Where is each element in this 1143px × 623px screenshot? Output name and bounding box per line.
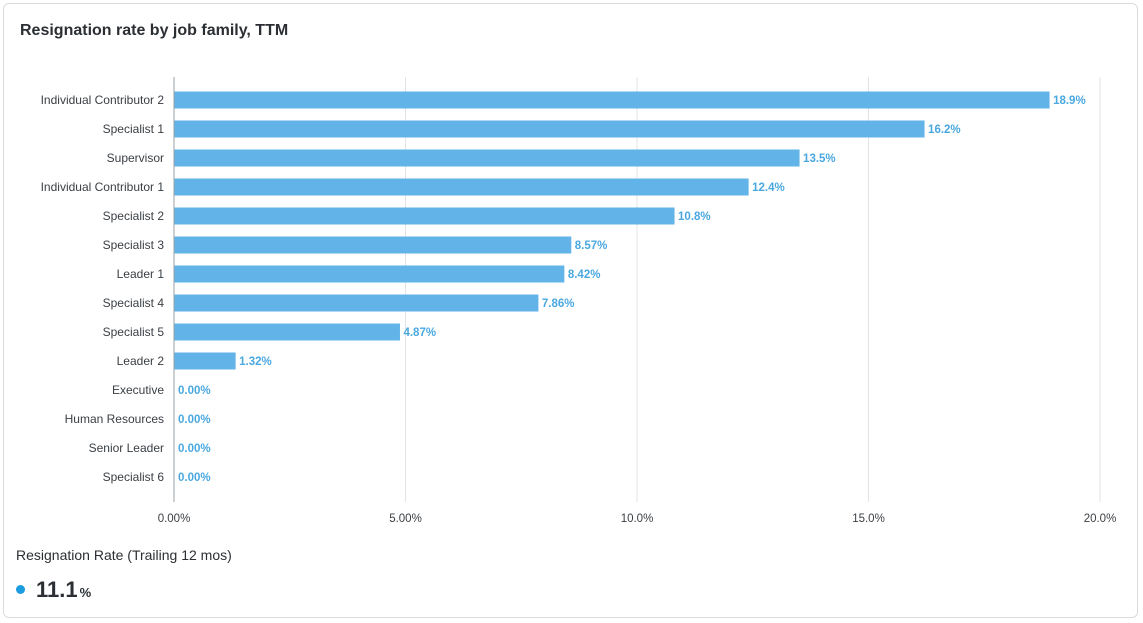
- bar: [174, 352, 236, 370]
- x-tick-label: 0.00%: [158, 513, 191, 525]
- category-label: Supervisor: [107, 151, 164, 165]
- bar-chart: 0.00% 5.00% 10.0% 15.0% 20.0% Individual Cont…: [41, 77, 1117, 525]
- category-label: Specialist 4: [103, 296, 165, 310]
- category-label: Individual Contributor 2: [41, 93, 165, 107]
- bar: [174, 149, 800, 167]
- data-label: 0.00%: [178, 414, 211, 426]
- data-label: 16.2%: [928, 124, 961, 136]
- summary-metric: 11.1 %: [16, 577, 91, 603]
- bar: [174, 207, 675, 225]
- bar: [174, 91, 1050, 109]
- data-label: 10.8%: [678, 211, 711, 223]
- category-label: Leader 1: [117, 267, 165, 281]
- x-tick-label: 15.0%: [852, 513, 885, 525]
- summary-unit: %: [79, 585, 92, 600]
- bar: [174, 323, 400, 341]
- category-label: Specialist 6: [103, 470, 165, 484]
- x-tick-label: 5.00%: [389, 513, 422, 525]
- data-label: 0.00%: [178, 472, 211, 484]
- data-label: 7.86%: [542, 298, 575, 310]
- bar: [174, 265, 565, 283]
- data-label: 1.32%: [239, 356, 272, 368]
- data-label: 13.5%: [803, 153, 836, 165]
- bar: [174, 294, 539, 312]
- category-label: Specialist 3: [103, 238, 165, 252]
- x-tick-label: 10.0%: [621, 513, 654, 525]
- bar: [174, 236, 572, 254]
- data-label: 12.4%: [752, 182, 785, 194]
- data-label: 0.00%: [178, 385, 211, 397]
- data-label: 18.9%: [1053, 95, 1086, 107]
- category-label: Leader 2: [117, 354, 165, 368]
- summary-value: 11.1: [36, 577, 78, 602]
- data-label: 0.00%: [178, 443, 211, 455]
- x-tick-label: 20.0%: [1084, 513, 1117, 525]
- category-label: Executive: [112, 383, 164, 397]
- summary-label: Resignation Rate (Trailing 12 mos): [16, 547, 232, 563]
- category-label: Specialist 5: [103, 325, 165, 339]
- category-label: Human Resources: [65, 412, 164, 426]
- data-label: 8.42%: [568, 269, 601, 281]
- category-label: Specialist 1: [103, 122, 165, 136]
- data-label: 8.57%: [575, 240, 608, 252]
- data-label: 4.87%: [403, 327, 436, 339]
- bar: [174, 120, 925, 138]
- summary-indicator-dot: [16, 585, 25, 594]
- category-label: Specialist 2: [103, 209, 165, 223]
- category-label: Individual Contributor 1: [41, 180, 165, 194]
- category-label: Senior Leader: [89, 441, 164, 455]
- bar: [174, 178, 749, 196]
- chart-title: Resignation rate by job family, TTM: [20, 22, 289, 39]
